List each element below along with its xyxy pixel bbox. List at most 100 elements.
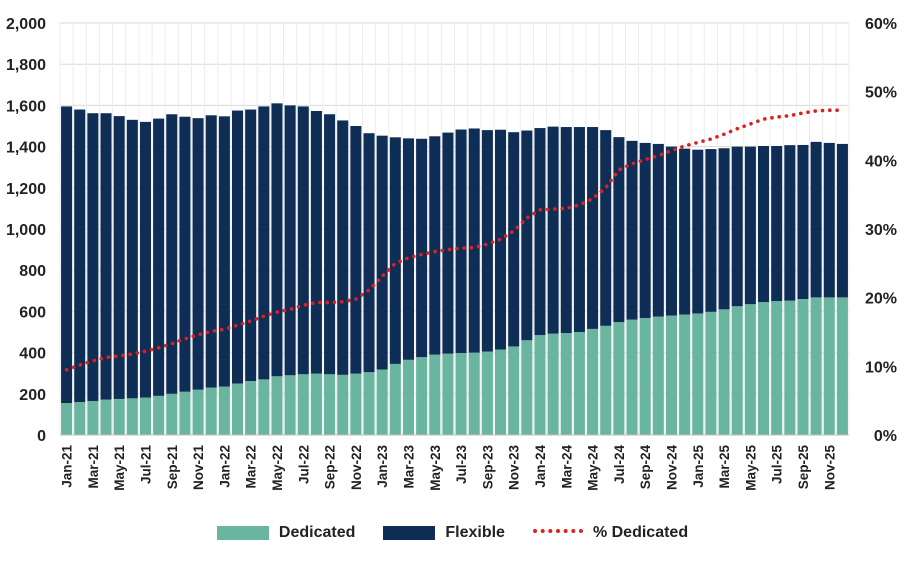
bar-dedicated <box>639 317 651 435</box>
x-tick-label: May-23 <box>428 445 443 491</box>
bar-flexible <box>442 132 454 354</box>
bar-dedicated <box>350 373 362 435</box>
bar-flexible <box>534 128 546 336</box>
legend-label-dedicated: Dedicated <box>278 524 356 541</box>
bar-flexible <box>744 146 756 305</box>
bar-flexible <box>166 114 178 394</box>
bar-flexible <box>389 137 401 364</box>
bar-dedicated <box>74 402 86 435</box>
bar-dedicated <box>429 354 441 435</box>
bar-dedicated <box>324 374 336 435</box>
bar-dedicated <box>100 399 112 435</box>
bar-dedicated <box>613 322 625 435</box>
bar-dedicated <box>521 340 533 435</box>
bar-dedicated <box>731 306 743 435</box>
legend-swatch-dedicated <box>216 526 269 540</box>
x-tick-label: Sep-23 <box>480 445 495 490</box>
x-tick-label: Mar-25 <box>717 445 732 489</box>
x-tick-label: Nov-25 <box>822 445 837 491</box>
x-tick-label: Mar-24 <box>559 445 574 489</box>
x-tick-label: Jul-24 <box>612 445 627 485</box>
bar-flexible <box>797 144 809 300</box>
legend-swatch-flexible <box>383 526 436 540</box>
bar-dedicated <box>797 299 809 435</box>
bar-dedicated <box>218 386 230 435</box>
bar-dedicated <box>337 374 349 435</box>
bar-flexible <box>376 135 388 370</box>
bar-dedicated <box>205 387 217 435</box>
bar-dedicated <box>823 297 835 435</box>
bar-flexible <box>692 149 704 314</box>
x-tick-label: Sep-22 <box>323 445 338 489</box>
bar-flexible <box>771 145 783 302</box>
bar-flexible <box>705 149 717 312</box>
bar-dedicated <box>771 301 783 435</box>
bar-dedicated <box>271 376 283 435</box>
bar-dedicated <box>258 379 270 435</box>
bar-flexible <box>218 116 230 387</box>
bar-dedicated <box>192 389 204 435</box>
y2-tick-label: 20% <box>865 291 897 308</box>
x-tick-label: May-24 <box>586 445 601 491</box>
x-tick-label: Jan-21 <box>60 445 75 488</box>
bar-dedicated <box>744 304 756 435</box>
bar-dedicated <box>560 333 572 435</box>
y-tick-label: 1,600 <box>6 98 46 115</box>
bar-dedicated <box>718 309 730 435</box>
bar-flexible <box>665 146 677 316</box>
y-tick-label: 800 <box>19 263 46 280</box>
bar-dedicated <box>166 393 178 435</box>
bar-flexible <box>481 130 493 352</box>
legend-swatch-pct-dedicated <box>532 529 583 537</box>
x-tick-label: Nov-21 <box>191 445 206 491</box>
x-tick-label: Jan-22 <box>217 445 232 488</box>
bar-dedicated <box>652 316 664 435</box>
bar-flexible <box>113 116 125 399</box>
bar-dedicated <box>587 328 599 435</box>
bar-flexible <box>192 118 204 390</box>
x-tick-label: Jan-23 <box>375 445 390 488</box>
bar-flexible <box>468 128 480 353</box>
bar-dedicated <box>310 373 322 435</box>
x-tick-label: Jan-24 <box>533 445 548 488</box>
bar-dedicated <box>232 383 244 435</box>
bar-dedicated <box>284 375 296 435</box>
bar-dedicated <box>600 325 612 435</box>
y2-tick-label: 50% <box>865 85 897 102</box>
bar-flexible <box>731 146 743 307</box>
x-tick-label: Nov-22 <box>349 445 364 490</box>
bar-flexible <box>784 145 796 301</box>
x-tick-label: May-21 <box>112 445 127 491</box>
legend-label-pct-dedicated: % Dedicated <box>592 524 689 541</box>
bar-flexible <box>179 116 191 392</box>
y2-tick-label: 0% <box>874 428 897 445</box>
bar-flexible <box>350 126 362 374</box>
x-tick-label: Jul-25 <box>770 445 785 485</box>
bar-dedicated <box>679 314 691 435</box>
bar-flexible <box>626 140 638 320</box>
bar-flexible <box>74 109 86 403</box>
bar-dedicated <box>376 369 388 435</box>
x-tick-label: Nov-23 <box>507 445 522 491</box>
bar-flexible <box>245 109 257 382</box>
bar-flexible <box>718 148 730 310</box>
stacked-bar-chart: 0 200 400 600 800 1,000 1,200 1,400 1,600 1,800 2,… <box>6 16 897 491</box>
bar-flexible <box>521 130 533 341</box>
x-tick-label: May-22 <box>270 445 285 491</box>
bar-flexible <box>613 137 625 323</box>
legend-item-dedicated: Dedicated <box>216 524 356 542</box>
bar-flexible <box>429 136 441 355</box>
bar-flexible <box>139 121 151 398</box>
bar-dedicated <box>416 357 428 435</box>
x-tick-label: Jan-25 <box>691 445 706 488</box>
bar-dedicated <box>245 381 257 435</box>
y2-tick-label: 30% <box>865 222 897 239</box>
legend-label-flexible: Flexible <box>445 524 505 541</box>
bar-flexible <box>100 113 112 400</box>
bar-dedicated <box>179 391 191 435</box>
bar-dedicated <box>87 401 99 435</box>
y-tick-label: 1,200 <box>6 181 46 198</box>
bar-dedicated <box>113 398 125 435</box>
bar-dedicated <box>139 397 151 435</box>
